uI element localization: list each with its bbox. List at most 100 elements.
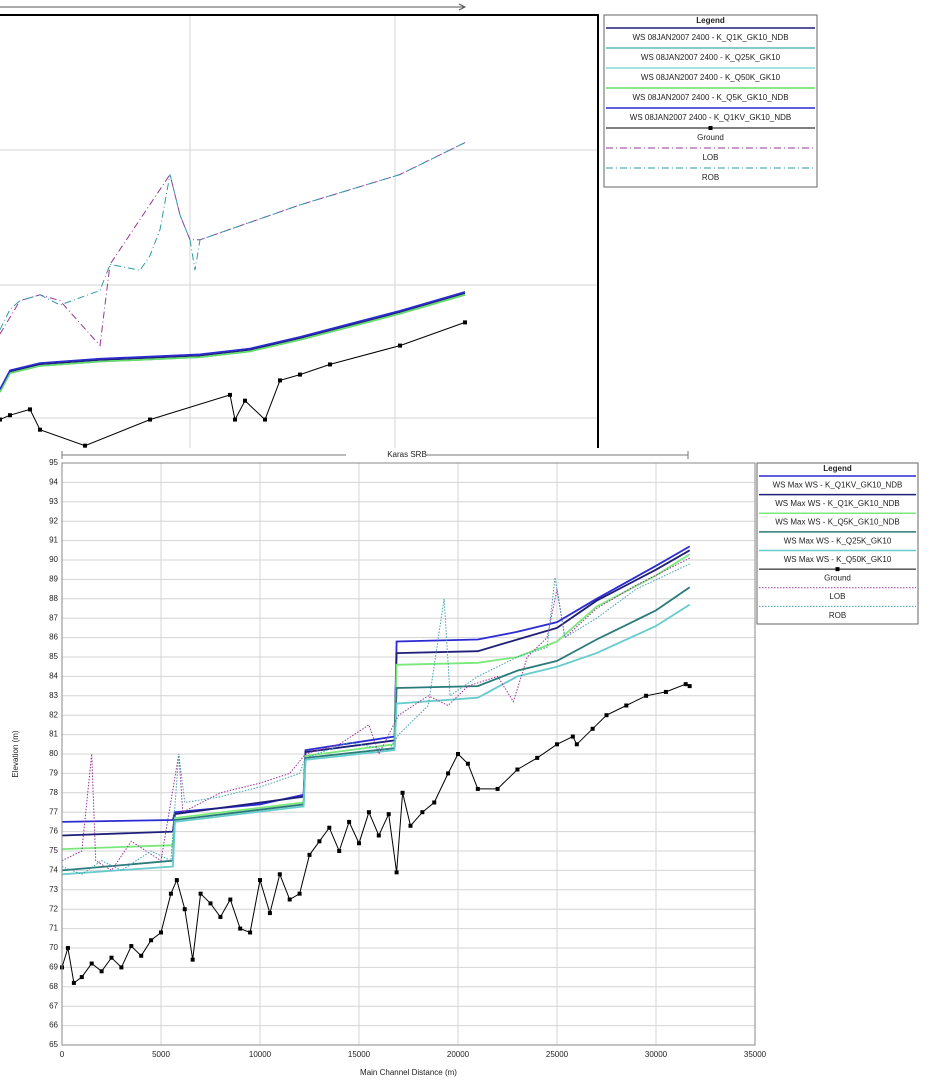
series-line (61, 549, 691, 837)
series-line (61, 586, 691, 872)
y-tick-label: 89 (49, 575, 58, 584)
point-marker (263, 417, 267, 422)
point-marker (228, 897, 233, 902)
point-marker (65, 946, 70, 950)
point-marker (376, 833, 381, 838)
legend-label: LOB (829, 592, 845, 601)
point-marker (495, 786, 500, 791)
point-marker (109, 955, 114, 960)
point-marker (366, 810, 371, 815)
y-tick-label: 87 (49, 613, 58, 622)
y-tick-label: 65 (49, 1040, 58, 1049)
point-marker (83, 443, 87, 448)
series-line (0, 294, 466, 393)
point-marker (267, 911, 272, 916)
front-chart: Legend WS Max WS - K_Q1KV_GK10_NDB WS Max … (0, 448, 928, 1080)
plot-border (0, 14, 599, 452)
chart-title: Karas SRB (387, 450, 427, 459)
legend-marker (708, 126, 713, 130)
point-marker (71, 980, 76, 985)
series-line (61, 563, 690, 875)
point-marker (683, 682, 688, 687)
y-tick-label: 76 (49, 827, 58, 836)
y-tick-label: 94 (49, 478, 58, 487)
x-tick-label: 20000 (447, 1050, 470, 1059)
x-tick-label: 35000 (744, 1050, 767, 1059)
point-marker (89, 961, 94, 966)
legend-label: WS Max WS - K_Q1K_GK10_NDB (775, 499, 899, 508)
point-marker (535, 755, 540, 760)
point-marker (307, 852, 312, 857)
legend-label: WS 08JAN2007 2400 - K_Q5K_GK10_NDB (632, 93, 788, 102)
point-marker (400, 790, 405, 795)
point-marker (317, 839, 322, 844)
y-tick-label: 92 (49, 516, 58, 525)
point-marker (604, 713, 609, 718)
reach-arrowhead (458, 3, 467, 11)
legend-label: WS 08JAN2007 2400 - K_Q50K_GK10 (641, 73, 781, 82)
y-tick-label: 68 (49, 982, 58, 991)
y-tick-label: 78 (49, 788, 58, 797)
y-tick-label: 83 (49, 691, 58, 700)
y-tick-label: 70 (49, 943, 58, 952)
x-tick-label: 25000 (546, 1050, 569, 1059)
y-tick-label: 67 (49, 1001, 58, 1010)
point-marker (182, 907, 187, 912)
legend-label: Ground (824, 574, 851, 583)
point-marker (168, 891, 173, 896)
point-marker (337, 849, 342, 853)
point-marker (218, 914, 223, 919)
point-marker (420, 810, 425, 815)
point-marker (624, 703, 629, 708)
point-marker (446, 771, 451, 776)
legend-box (603, 14, 818, 188)
legend-marker (835, 567, 840, 572)
point-marker (258, 878, 262, 883)
point-marker (149, 938, 154, 943)
point-marker (408, 823, 413, 828)
y-tick-label: 84 (49, 672, 58, 681)
legend: Legend WS 08JAN2007 2400 - K_Q1K_GK10_NDB… (603, 14, 818, 188)
point-marker (198, 891, 203, 896)
point-marker (99, 969, 104, 974)
point-marker (386, 812, 391, 817)
y-tick-label: 81 (49, 730, 58, 739)
point-marker (159, 930, 163, 935)
series-line (0, 292, 466, 391)
point-marker (590, 726, 595, 731)
y-axis-label: Elevation (m) (11, 730, 20, 777)
point-marker (233, 417, 237, 422)
legend-title: Legend (823, 464, 852, 473)
series-line (61, 683, 690, 984)
y-tick-label: 80 (49, 749, 58, 758)
point-marker (298, 372, 302, 377)
point-marker (394, 870, 399, 875)
series-line (61, 603, 691, 876)
y-tick-label: 66 (49, 1021, 58, 1030)
point-marker (475, 786, 480, 791)
point-marker (278, 378, 282, 383)
x-tick-label: 15000 (348, 1050, 371, 1059)
point-marker (465, 761, 470, 766)
point-marker (327, 825, 332, 830)
point-marker (38, 427, 42, 432)
y-tick-label: 72 (49, 904, 58, 913)
point-marker (129, 944, 134, 949)
legend-title: Legend (696, 16, 725, 25)
point-marker (228, 392, 232, 397)
y-tick-label: 69 (49, 963, 58, 972)
y-tick-label: 79 (49, 769, 58, 778)
legend-label: Ground (697, 133, 724, 142)
series-line (61, 557, 690, 872)
point-marker (238, 926, 243, 931)
title-bg (346, 450, 426, 460)
back-plot (0, 142, 467, 448)
point-marker (174, 878, 179, 883)
point-marker (456, 752, 460, 756)
y-tick-label: 75 (49, 846, 58, 855)
point-marker (119, 965, 124, 970)
back-chart: Legend WS 08JAN2007 2400 - K_Q1K_GK10_NDB… (0, 3, 818, 452)
point-marker (555, 742, 559, 747)
point-marker (515, 767, 520, 772)
legend-label: WS Max WS - K_Q1KV_GK10_NDB (773, 480, 903, 489)
